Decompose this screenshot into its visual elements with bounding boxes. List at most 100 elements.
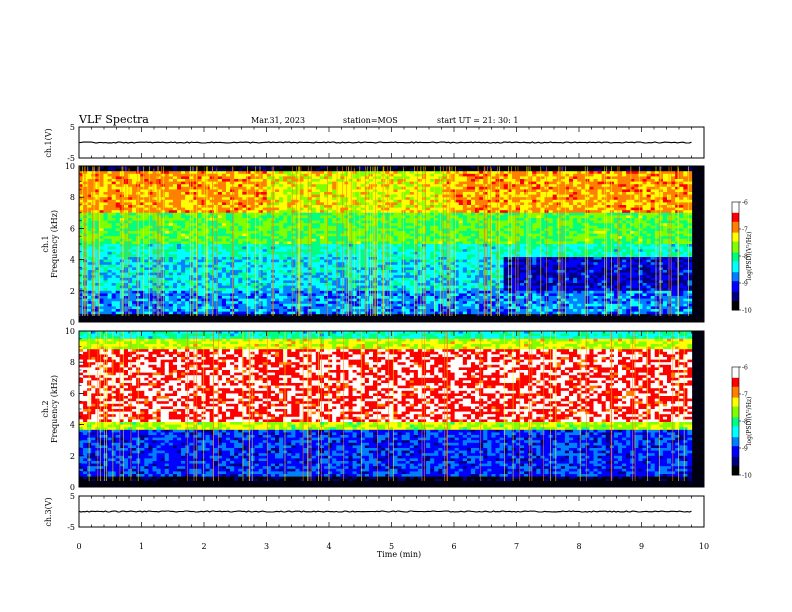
spec-cell — [87, 210, 92, 214]
spec-cell — [336, 225, 341, 229]
spec-cell — [360, 288, 366, 292]
spec-cell — [213, 251, 219, 255]
spec-cell — [319, 171, 325, 175]
spec-cell — [279, 199, 284, 203]
spec-cell — [189, 306, 194, 310]
spec-cell — [148, 207, 154, 211]
spec-cell — [319, 246, 325, 250]
spec-cell — [107, 303, 113, 307]
spec-cell — [319, 225, 325, 229]
spec-cell — [324, 184, 329, 188]
spec-cell — [295, 171, 301, 175]
spec-cell — [344, 184, 350, 188]
spec-cell — [254, 220, 260, 224]
spec-cell — [177, 189, 182, 193]
spec-cell — [226, 249, 231, 253]
spec-cell — [324, 254, 329, 258]
spec-cell — [242, 275, 248, 279]
spec-cell — [177, 309, 182, 313]
spec-cell — [324, 306, 329, 310]
spec-cell — [287, 301, 292, 305]
spec-cell — [140, 218, 145, 222]
spec-cell — [107, 270, 113, 274]
spec-cell — [193, 220, 199, 224]
spec-cell — [168, 207, 174, 211]
spec-cell — [373, 236, 378, 240]
spec-cell — [413, 246, 419, 250]
spec-cell — [336, 264, 341, 268]
spec-cell — [409, 220, 415, 224]
spec-cell — [315, 303, 321, 307]
spec-cell — [295, 186, 301, 190]
spec-cell — [99, 272, 105, 276]
spec-cell — [344, 280, 350, 284]
spec-cell — [87, 277, 92, 281]
spec-cell — [332, 218, 337, 222]
spec-cell — [115, 202, 121, 206]
spec-cell — [132, 283, 137, 287]
spec-cell — [79, 277, 84, 281]
spec-cell — [336, 212, 341, 216]
spec-cell — [197, 166, 203, 170]
spec-cell — [332, 168, 337, 172]
spec-cell — [303, 270, 309, 274]
spec-cell — [242, 303, 248, 307]
spec-cell — [377, 197, 382, 201]
spec-cell — [221, 218, 227, 222]
spec-cell — [356, 314, 362, 318]
spec-cell — [181, 181, 186, 185]
spec-cell — [324, 215, 329, 219]
spec-cell — [213, 257, 219, 261]
spec-cell — [148, 225, 154, 229]
spec-cell — [201, 205, 207, 209]
spec-cell — [348, 296, 354, 300]
spec-cell — [348, 280, 354, 284]
spec-cell — [87, 228, 92, 232]
spec-cell — [168, 311, 174, 315]
spec-cell — [262, 249, 268, 253]
spec-cell — [250, 290, 256, 294]
spec-cell — [136, 205, 141, 209]
spec-cell — [91, 241, 96, 245]
spec-cell — [246, 223, 252, 227]
spec-cell — [193, 173, 199, 177]
spec-cell — [79, 285, 84, 289]
spec-cell — [213, 309, 219, 313]
spec-cell — [201, 171, 207, 175]
spec-cell — [242, 205, 248, 209]
spec-cell — [189, 249, 194, 253]
spec-cell — [140, 228, 145, 232]
spec-cell — [185, 241, 190, 245]
spec-cell — [111, 257, 117, 261]
spec-cell — [254, 303, 260, 307]
spec-cell — [115, 228, 121, 232]
spec-cell — [148, 290, 154, 294]
spec-cell — [238, 298, 243, 302]
spec-cell — [168, 280, 174, 284]
spec-cell — [303, 314, 309, 318]
spec-cell — [246, 220, 252, 224]
spec-cell — [217, 199, 223, 203]
spec-cell — [328, 277, 333, 281]
spec-cell — [262, 228, 268, 232]
spec-cell — [352, 249, 358, 253]
spec-cell — [409, 166, 415, 170]
spec-cell — [177, 215, 182, 219]
spec-cell — [356, 218, 362, 222]
spec-cell — [128, 249, 133, 253]
spec-cell — [177, 270, 182, 274]
spec-cell — [87, 194, 92, 198]
spec-cell — [189, 241, 194, 245]
spec-cell — [103, 186, 109, 190]
spec-cell — [413, 241, 419, 245]
spec-cell — [409, 257, 415, 261]
spec-cell — [99, 231, 105, 235]
spec-cell — [209, 290, 215, 294]
spec-cell — [336, 311, 341, 315]
spec-cell — [287, 241, 292, 245]
spec-cell — [115, 262, 121, 266]
spec-cell — [95, 171, 101, 175]
spec-cell — [221, 277, 227, 281]
spec-cell — [397, 314, 403, 318]
spec-cell — [226, 280, 231, 284]
